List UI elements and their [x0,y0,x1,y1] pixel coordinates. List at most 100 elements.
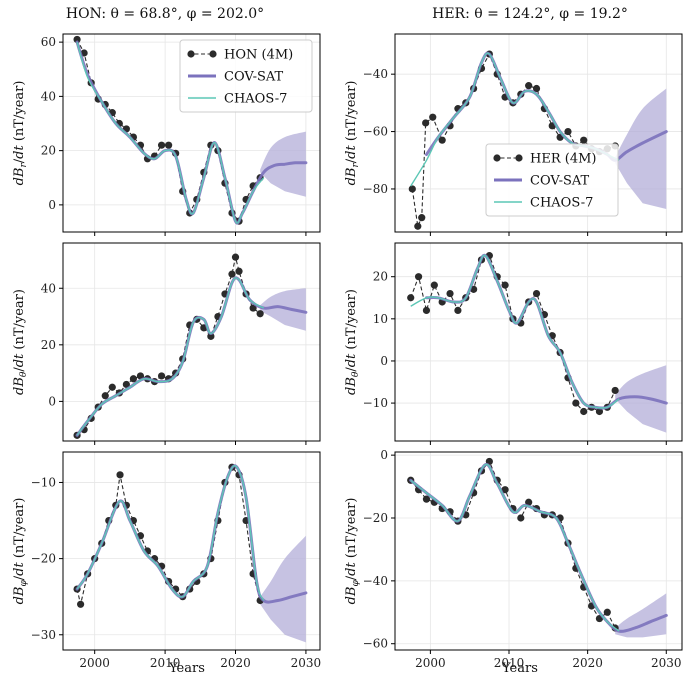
ylabel-her-phi-dt: dt [344,562,359,576]
ylabel-hon-r-rest: / [12,158,27,163]
obs-point-hon-theta-8 [129,375,138,383]
obs-point-hon-theta-7 [122,380,130,389]
obs-point-hon-theta-26 [249,304,257,312]
xlabel-left: Years [168,661,205,676]
series-chaos-7-hon-theta [76,277,265,436]
plot-area-hon-phi [73,463,308,643]
obs-point-hon-phi-7 [116,471,124,479]
legend-label-her-r-0: HER (4M) [530,152,596,167]
xtick-label-her-phi-0: 2000 [415,656,446,670]
column-title-hon: HON: θ = 68.8°, φ = 202.0° [66,6,264,22]
series-obs-line-her-phi [410,460,616,629]
ytick-label-her-phi-3: 0 [380,448,388,462]
obs-point-her-phi-12 [501,486,509,494]
uncertainty-band-her-r [615,88,667,209]
obs-point-hon-r-0 [73,35,81,44]
legend-label-hon-r-1: COV-SAT [224,70,284,85]
legend-label-her-r-2: CHAOS-7 [530,196,593,211]
ylabel-hon-phi-unit: (nT/year) [12,498,27,563]
ytick-label-hon-r-3: 60 [41,35,56,49]
legend-box-her-r [485,143,619,217]
ytick-label-hon-theta-2: 40 [41,281,56,295]
ylabel-hon-theta: dBθ/dt (nT/year) [12,289,29,395]
series-cov-sat-her-phi [409,462,668,633]
axes-frame-hon-r [62,33,321,233]
xlabel-right: Years [501,661,538,676]
legend-label-hon-r-2: CHAOS-7 [224,92,287,107]
legend-label-hon-r-0: HON (4M) [224,48,293,63]
obs-point-her-theta-5 [446,289,454,298]
ylabel-her-phi-component: φ [351,580,361,587]
obs-point-her-theta-16 [532,289,541,298]
ytick-label-her-phi-2: −20 [363,511,388,525]
ylabel-hon-theta-dt: dt [12,353,27,367]
obs-point-her-r-21 [564,127,572,136]
ylabel-her-phi-rest: / [344,575,359,580]
axes-frame-her-theta [394,242,683,442]
ytick-label-her-r-0: −80 [363,182,388,196]
ylabel-her-r: dBr/dt (nT/year) [344,81,361,186]
ytick-label-hon-phi-2: −10 [31,475,56,489]
obs-point-her-theta-1 [414,273,423,281]
ytick-label-hon-phi-1: −20 [31,552,56,566]
xtick-label-her-phi-1: 2010 [494,656,525,670]
ylabel-her-r-d: dB [344,168,359,186]
legend-hon-r: HON (4M) COV-SAT CHAOS-7 [179,39,313,113]
ylabel-hon-theta-unit: (nT/year) [12,289,27,354]
obs-point-her-phi-2 [422,495,431,503]
ylabel-hon-phi-component: φ [19,580,29,587]
obs-point-her-theta-0 [407,294,415,302]
panel-her-phi: 2000 2010 2020 2030 −60 −40 −20 0 dBφ/dt (nT/yea… [344,448,683,670]
ytick-label-hon-r-0: 0 [48,198,56,212]
ylabel-her-phi-d: dB [344,587,359,605]
ylabel-hon-r-component: r [19,163,29,168]
xtick-label-hon-phi-1: 2010 [150,656,181,670]
obs-point-her-theta-21 [572,399,580,407]
ylabel-hon-theta-component: θ [19,371,29,377]
obs-point-her-r-4 [429,113,437,121]
obs-point-hon-theta-22 [228,270,236,278]
ylabel-her-theta-d: dB [344,377,359,395]
ylabel-her-r-dt: dt [344,145,359,159]
ylabel-hon-r: dBr/dt (nT/year) [12,81,29,186]
obs-point-her-theta-2 [422,306,431,315]
ylabel-her-phi: dBφ/dt (nT/year) [344,498,361,605]
legend-marker-obs-her-r [493,154,501,162]
obs-point-her-r-2 [418,214,426,222]
ytick-label-her-r-1: −60 [363,125,388,139]
obs-point-her-phi-25 [603,608,611,616]
panel-hon-r: 0 20 40 60 dBr/dt (nT/year) HON (4M) COV-SAT CH… [12,33,321,236]
ylabel-hon-phi-dt: dt [12,562,27,576]
ylabel-hon-theta-d: dB [12,377,27,395]
axes-frame-her-r [394,33,683,233]
ylabel-hon-phi: dBφ/dt (nT/year) [12,498,29,605]
obs-point-hon-phi-1 [77,600,85,608]
ytick-label-her-theta-1: 0 [380,354,388,368]
obs-point-hon-theta-19 [207,332,215,340]
ylabel-hon-r-dt: dt [12,145,27,159]
xtick-label-hon-phi-0: 2000 [79,656,110,670]
obs-point-her-r-1 [414,222,422,230]
ytick-label-her-r-2: −40 [363,67,388,81]
ylabel-her-theta-unit: (nT/year) [344,289,359,354]
obs-point-her-r-16 [525,82,533,90]
column-title-her: HER: θ = 124.2°, φ = 19.2° [432,6,628,22]
ytick-label-her-theta-2: 10 [373,312,388,326]
legend-marker-obs2-her-r [515,154,523,162]
plot-area-her-phi [407,457,668,638]
ytick-label-hon-phi-0: −30 [31,628,56,642]
obs-point-her-theta-24 [595,407,604,416]
ylabel-her-r-unit: (nT/year) [344,81,359,146]
plot-area-her-theta [407,252,668,433]
uncertainty-band-hon-theta [260,288,306,331]
obs-point-her-phi-15 [525,498,533,506]
obs-point-her-r-3 [422,119,430,127]
obs-point-hon-theta-27 [256,310,264,318]
ytick-label-her-phi-0: −60 [363,637,388,651]
legend-box-hon-r [179,39,313,113]
obs-point-her-r-0 [408,185,416,193]
uncertainty-band-hon-phi [260,535,306,643]
ylabel-hon-r-d: dB [12,168,27,186]
ylabel-her-theta-rest: / [344,367,359,372]
